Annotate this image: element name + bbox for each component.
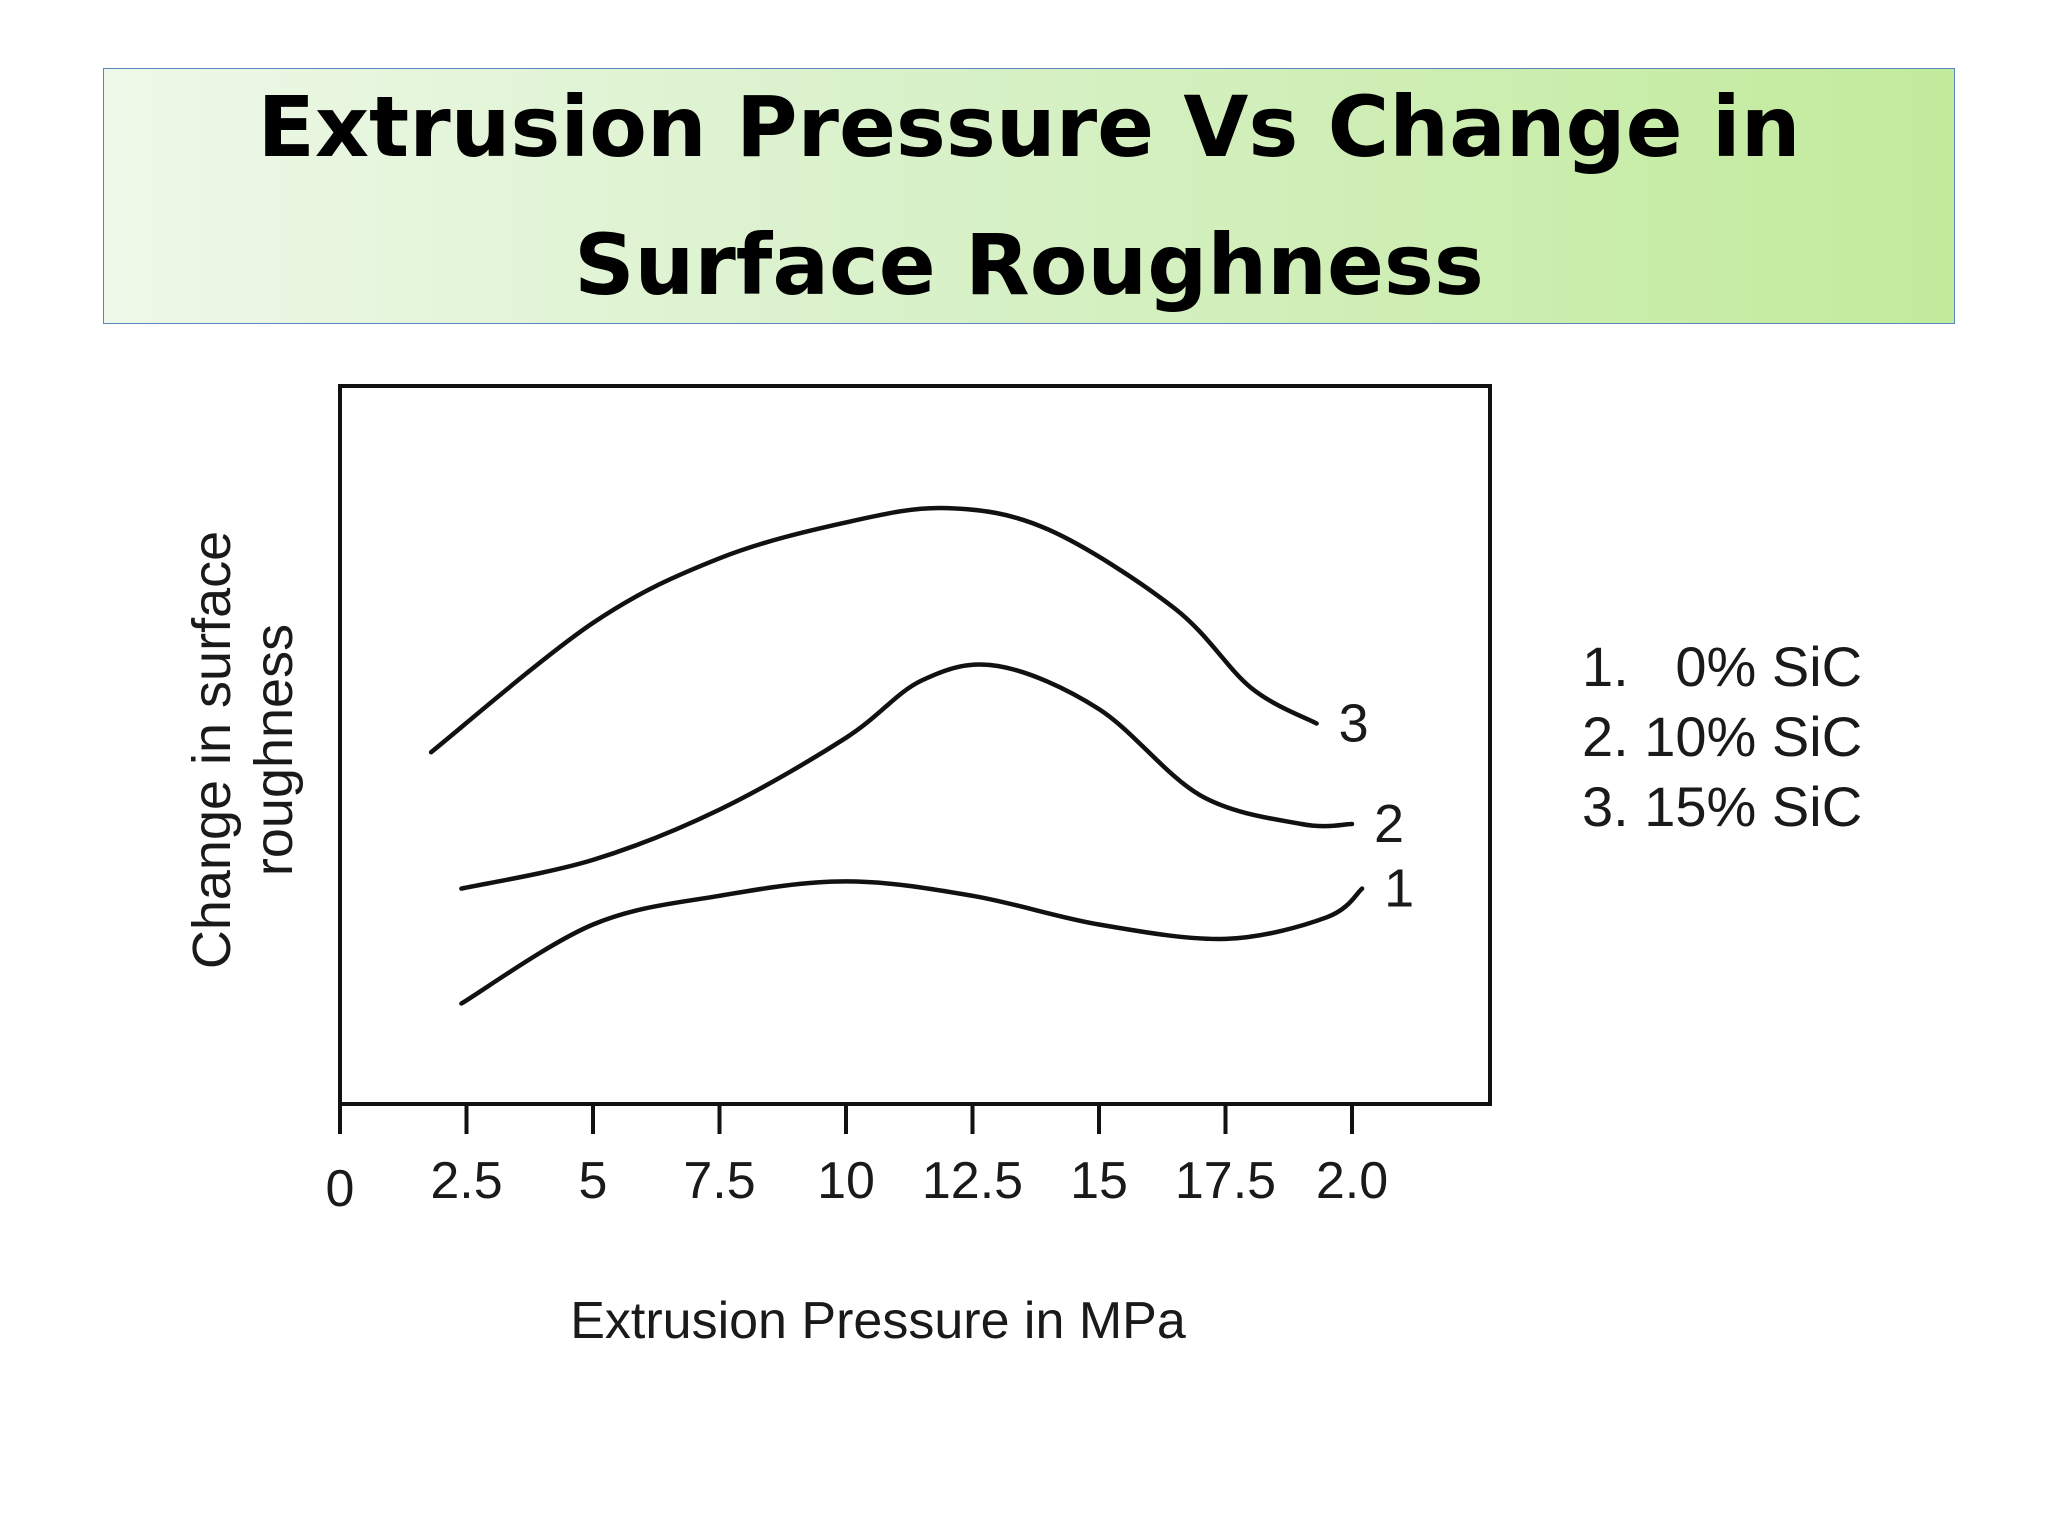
x-tick-label: 2.0 [1316,1152,1388,1210]
y-axis-label-line: Change in surface [182,531,242,969]
x-tick-label: 5 [579,1152,608,1210]
plot-border [338,384,1492,1106]
series-line-2 [459,662,1355,891]
x-tick-label: 10 [817,1152,875,1210]
legend: 1. 0% SiC 2. 10% SiC 3. 15% SiC [1582,632,1862,842]
series-labels: 123 [1339,693,1415,918]
plot-frame [338,384,1492,1106]
x-tick-label: 15 [1070,1152,1128,1210]
y-axis-label-line: roughness [244,624,304,876]
x-tick-label: 0 [326,1160,355,1218]
title-banner: Extrusion Pressure Vs Change in Surface … [103,68,1955,324]
x-tick-label: 7.5 [683,1152,755,1210]
series-label-2: 2 [1374,794,1404,854]
series-layer [428,505,1365,1006]
series-line-3 [428,505,1319,755]
legend-item-3: 3. 15% SiC [1582,775,1863,838]
x-tick-label: 2.5 [430,1152,502,1210]
legend-item-2: 2. 10% SiC [1582,705,1863,768]
x-tick-label: 12.5 [922,1152,1023,1210]
series-label-1: 1 [1384,859,1414,919]
y-axis-label: Change in surfaceroughness [182,531,304,969]
x-axis: 0 2.5 5 7.5 10 12.5 15 17.5 2.0 [326,1104,1388,1218]
series-line-1 [459,879,1365,1006]
series-label-3: 3 [1339,693,1369,753]
x-axis-label: Extrusion Pressure in MPa [570,1292,1186,1350]
legend-item-1: 1. 0% SiC [1582,635,1863,698]
slide-title: Extrusion Pressure Vs Change in Surface … [257,78,1801,314]
x-tick-label: 17.5 [1175,1152,1276,1210]
